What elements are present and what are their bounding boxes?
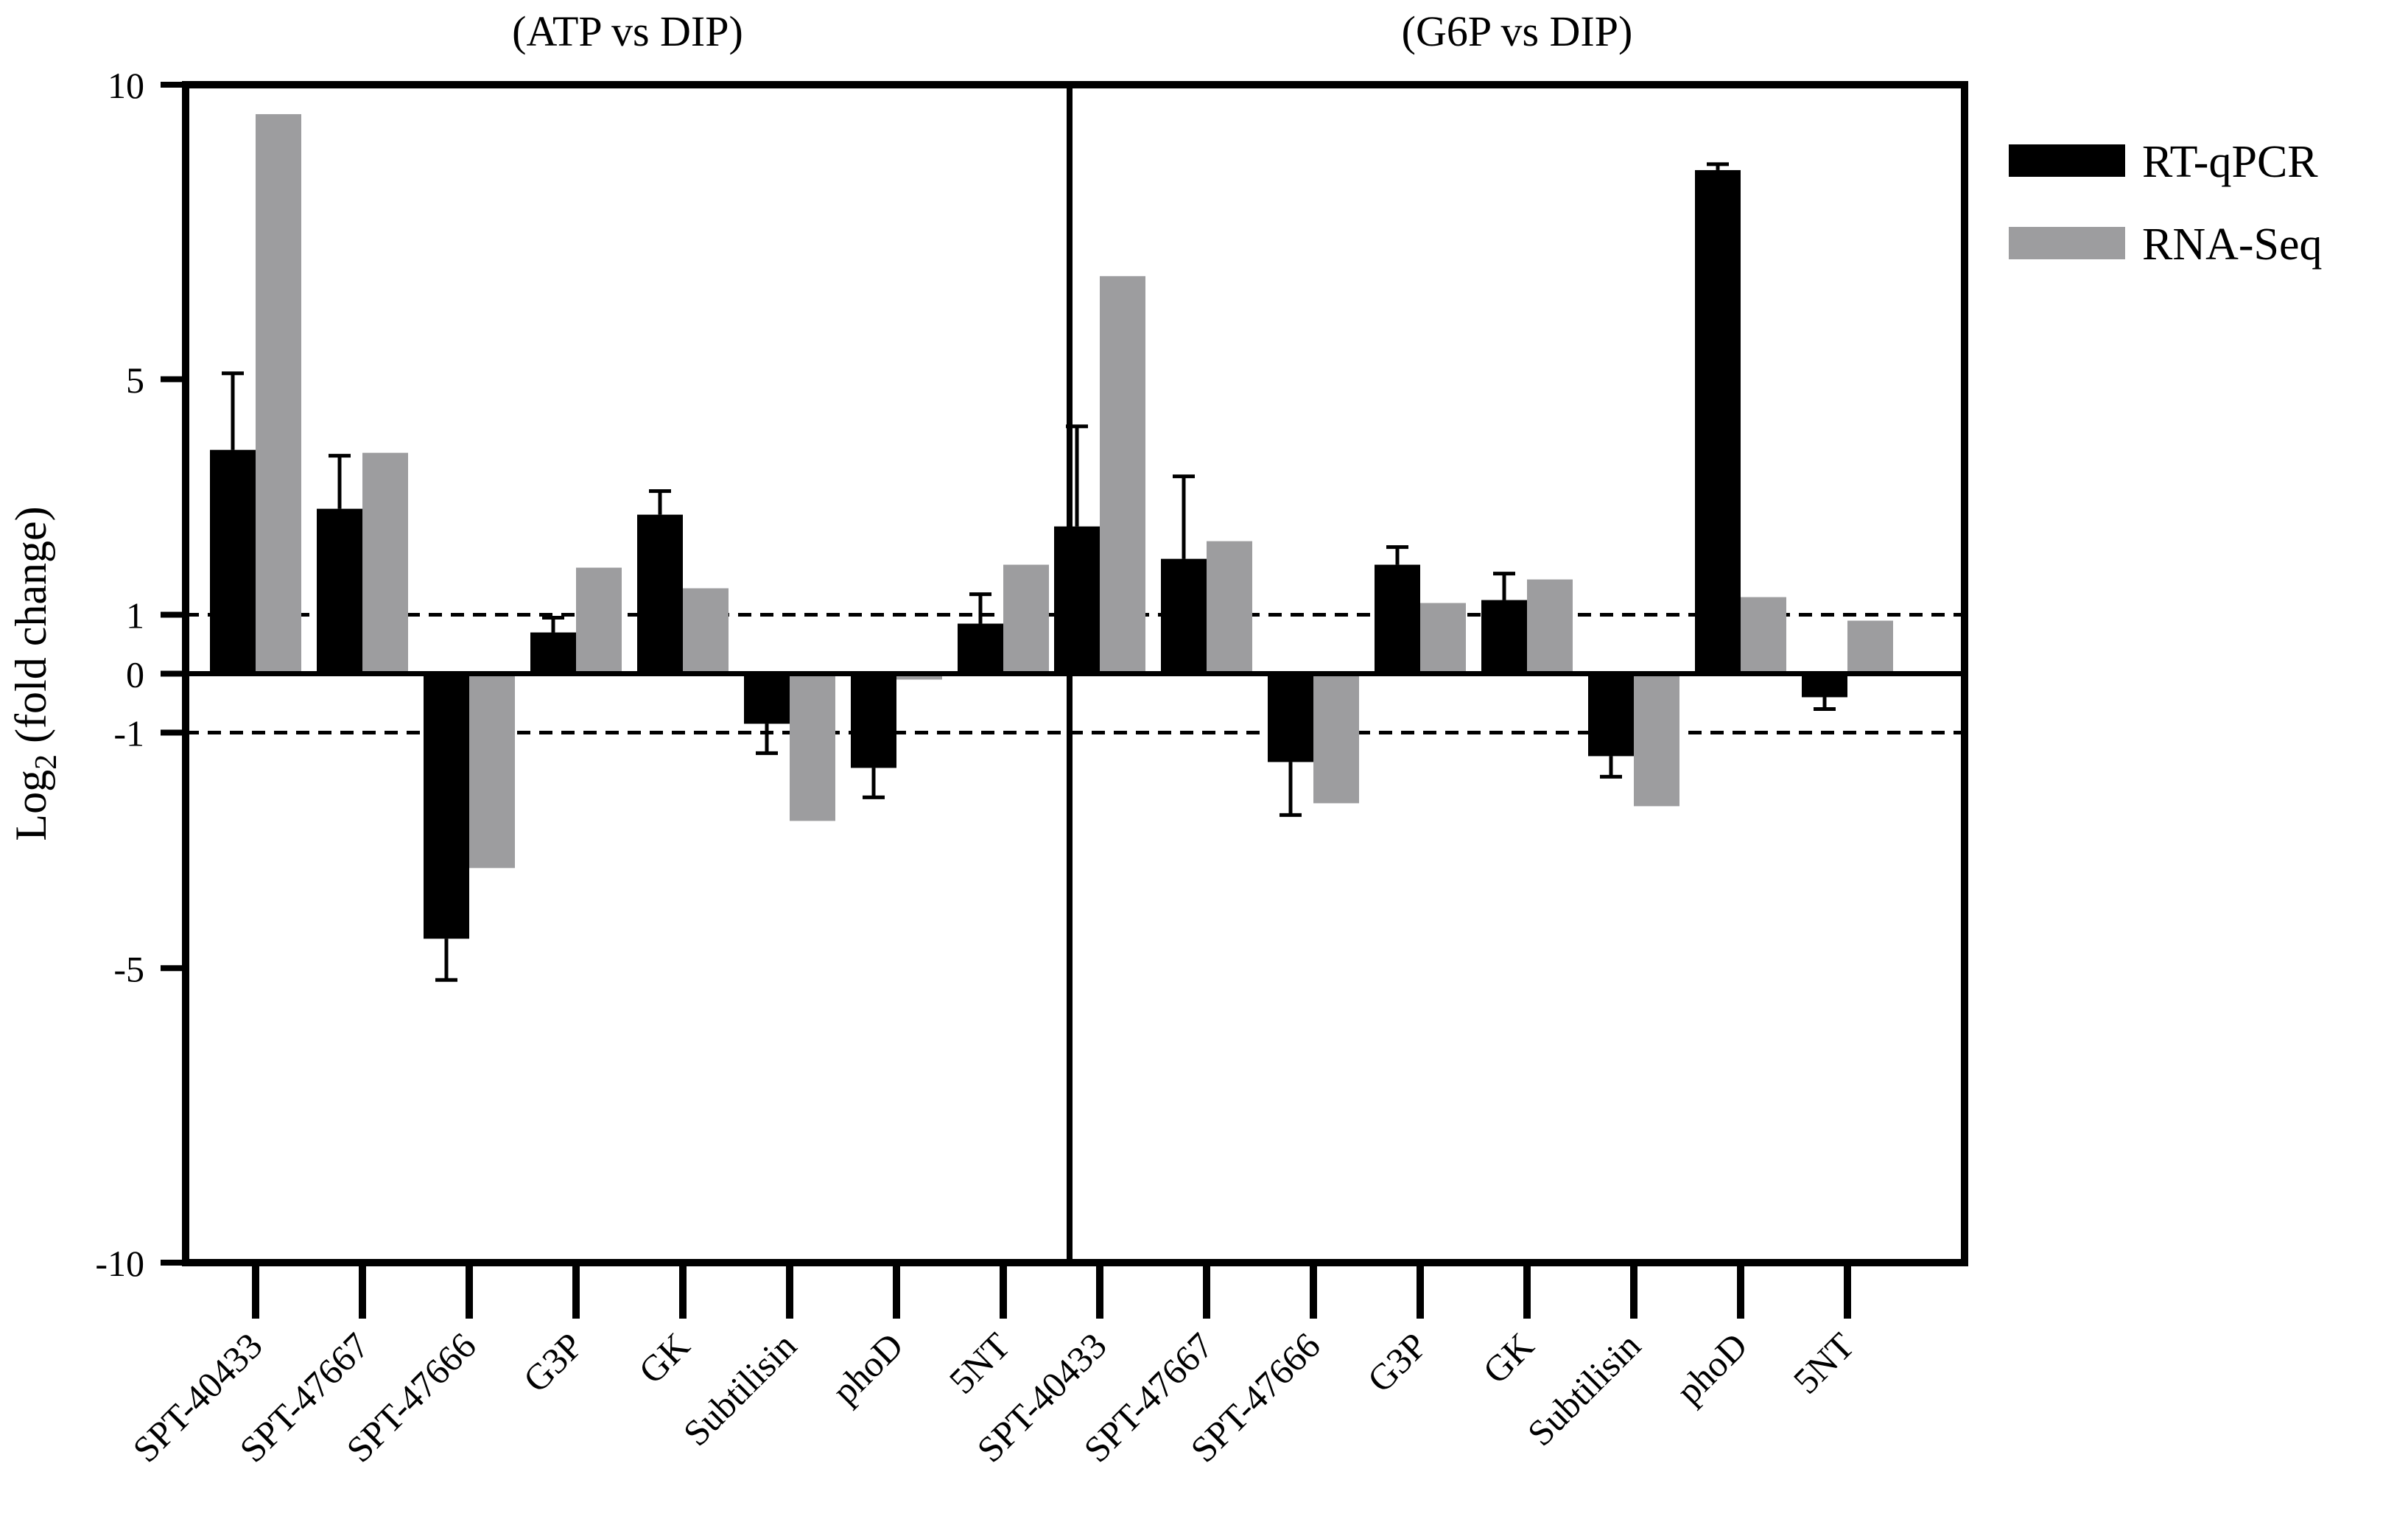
y-tick-label: -1 [113,712,144,754]
category-label: G3P [1359,1325,1434,1400]
bar-rtqpcr [958,623,1003,674]
bar-rnaseq [256,113,301,674]
bar-rnaseq [1741,597,1786,674]
legend-label: RNA-Seq [2142,220,2323,270]
category-label: G3P [515,1325,590,1400]
bar-rtqpcr [1695,169,1741,674]
category-label: phoD [824,1325,911,1411]
y-tick-label: -5 [113,948,144,989]
y-tick-label: 10 [108,65,144,106]
bar-rnaseq [1420,603,1466,674]
bar-rnaseq [896,673,942,680]
bar-rnaseq [1847,620,1893,674]
category-label: 5NT [941,1325,1017,1401]
bars-layer [210,113,1893,982]
bar-rnaseq [1100,276,1145,674]
bar-rtqpcr [637,514,683,674]
frame-layer [182,81,1968,1266]
y-axis-label: Log2 (fold change) [7,506,63,841]
bar-rtqpcr [1375,564,1420,674]
bar-rtqpcr [424,673,469,939]
y-tick-label: -10 [95,1243,144,1284]
bar-rnaseq [576,567,622,674]
y-tick-label: 5 [126,359,144,401]
bar-rnaseq [362,452,408,674]
y-axis-label-subscript: 2 [29,754,63,770]
bar-rtqpcr [210,449,256,674]
panel-title: (ATP vs DIP) [512,7,743,55]
y-axis-label-prefix: Log [7,770,55,841]
y-tick-label: 0 [126,654,144,695]
legend-swatch [2009,227,2125,259]
category-label: Subtilisin [675,1325,804,1453]
bar-rtqpcr [317,508,362,674]
category-label: GK [631,1325,698,1392]
bar-rtqpcr [530,632,576,674]
category-label: Subtilisin [1520,1325,1649,1453]
bar-rnaseq [790,673,835,821]
legend-swatch [2009,144,2125,177]
bar-rtqpcr [744,673,790,724]
bar-rnaseq [1207,541,1252,674]
bar-rnaseq [683,588,729,674]
bar-rtqpcr [1588,673,1634,757]
bar-rtqpcr [1268,673,1313,762]
bar-rtqpcr [1054,526,1100,674]
bar-rtqpcr [1481,600,1527,674]
bar-rnaseq [1313,673,1359,804]
bar-rnaseq [1527,579,1573,674]
category-label: phoD [1668,1325,1755,1411]
bar-rtqpcr [1161,558,1207,674]
bar-rnaseq [469,673,515,869]
legend-label: RT-qPCR [2142,137,2318,187]
bar-rtqpcr [1802,673,1847,698]
y-tick-label: 1 [126,595,144,636]
category-label: 5NT [1785,1325,1861,1401]
panel-title: (G6P vs DIP) [1402,7,1633,55]
category-label: GK [1475,1325,1542,1392]
plot-frame [182,81,1968,1266]
bar-rnaseq [1003,564,1049,674]
y-axis-label-suffix: (fold change) [7,506,55,754]
bar-rnaseq [1634,673,1679,807]
bar-rtqpcr [851,673,896,768]
